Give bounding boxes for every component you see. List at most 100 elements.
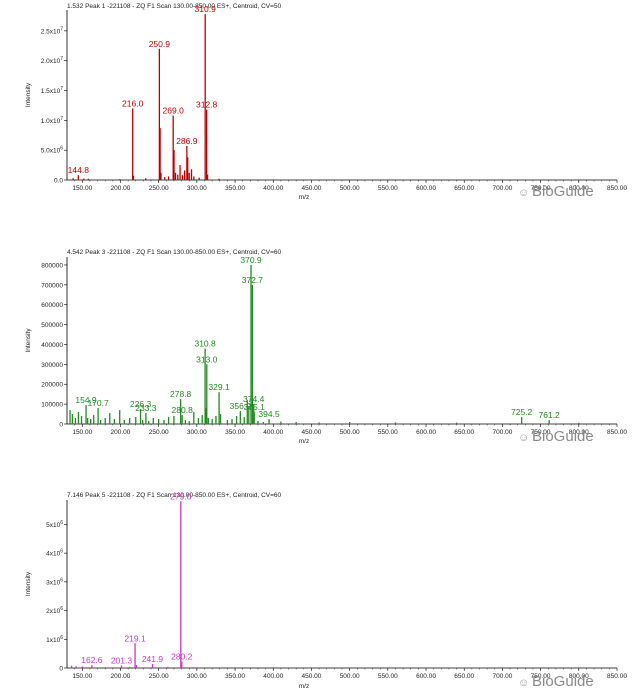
spectrum-panel-1: 1.532 Peak 1 -221108 - ZQ F1 Scan 130.00…: [25, 3, 627, 201]
peak-label: 269.0: [163, 106, 185, 116]
x-tick-label: 300.00: [187, 185, 207, 192]
watermark-text: BioGuide: [532, 673, 594, 690]
x-tick-label: 750.00: [531, 673, 551, 680]
panel-header: 7.146 Peak 5 -221108 - ZQ F1 Scan 130.00…: [67, 492, 282, 499]
y-tick-label: 0: [59, 422, 63, 429]
x-tick-label: 850.00: [607, 185, 627, 192]
x-tick-label: 550.00: [378, 673, 398, 680]
peak-label: 374.4: [243, 394, 265, 404]
x-tick-label: 650.00: [454, 673, 474, 680]
wechat-bubble-icon: ☺: [518, 187, 529, 199]
x-tick-label: 500.00: [340, 429, 360, 436]
y-tick-label: 0: [59, 666, 63, 673]
y-tick-label: 2x106: [46, 606, 63, 615]
x-tick-label: 300.00: [187, 673, 207, 680]
peak-label: 310.9: [195, 4, 217, 14]
x-tick-label: 700.00: [492, 673, 512, 680]
x-tick-label: 350.00: [225, 673, 245, 680]
peak-label: 278.8: [170, 389, 192, 399]
x-tick-label: 600.00: [416, 673, 436, 680]
x-tick-label: 500.00: [340, 673, 360, 680]
peak-label: 329.1: [208, 382, 230, 392]
y-tick-label: 2.0x107: [41, 56, 64, 65]
wechat-bubble-icon: ☺: [518, 677, 529, 689]
x-tick-label: 300.00: [187, 429, 207, 436]
x-tick-label: 200.00: [111, 185, 131, 192]
x-tick-label: 400.00: [263, 429, 283, 436]
x-tick-label: 200.00: [111, 673, 131, 680]
peak-label: 761.2: [539, 410, 561, 420]
x-tick-label: 150.00: [72, 429, 92, 436]
y-tick-label: 1x106: [46, 635, 63, 644]
peak-label: 219.1: [124, 633, 146, 643]
peak-label: 725.2: [511, 407, 533, 417]
peak-label: 144.8: [68, 165, 90, 175]
peak-label: 279.0: [170, 491, 192, 501]
spectrum-panel-2: 4.542 Peak 3 -221108 - ZQ F1 Scan 130.00…: [25, 249, 627, 445]
x-tick-label: 800.00: [569, 429, 589, 436]
x-tick-label: 850.00: [607, 673, 627, 680]
y-tick-label: 1.5x107: [41, 86, 64, 95]
y-axis-label: Intensity: [25, 328, 32, 353]
peak-label: 201.3: [111, 655, 133, 665]
x-tick-label: 150.00: [72, 673, 92, 680]
x-tick-label: 750.00: [531, 429, 551, 436]
peak-label: 313.0: [196, 354, 218, 364]
x-tick-label: 350.00: [225, 429, 245, 436]
y-tick-label: 2.5x107: [41, 26, 64, 35]
watermark: ☺ BioGuide: [518, 183, 594, 200]
peak-label: 233.3: [135, 403, 157, 413]
peak-label: 286.9: [176, 136, 198, 146]
peak-label: 310.8: [194, 338, 216, 348]
x-axis-label: m/z: [299, 194, 309, 201]
watermark-text: BioGuide: [532, 428, 594, 445]
y-tick-label: 5x106: [46, 520, 63, 529]
x-tick-label: 550.00: [378, 429, 398, 436]
peak-label: 375.1: [244, 402, 266, 412]
y-tick-label: 300000: [41, 362, 63, 369]
x-tick-label: 700.00: [492, 429, 512, 436]
wechat-bubble-icon: ☺: [518, 432, 529, 444]
watermark-text: BioGuide: [532, 183, 594, 200]
watermark: ☺ BioGuide: [518, 428, 594, 445]
watermark: ☺ BioGuide: [518, 673, 594, 690]
x-tick-label: 450.00: [301, 673, 321, 680]
peak-label: 372.7: [242, 275, 264, 285]
x-tick-label: 750.00: [531, 185, 551, 192]
y-tick-label: 100000: [41, 402, 63, 409]
peak-label: 241.9: [142, 654, 164, 664]
y-tick-label: 400000: [41, 342, 63, 349]
y-tick-label: 1.0x107: [41, 116, 64, 125]
y-tick-label: 0.0: [54, 178, 63, 185]
peak-label: 356.9: [230, 401, 252, 411]
y-tick-label: 4x106: [46, 549, 63, 558]
peak-label: 280.2: [171, 651, 193, 661]
x-tick-label: 450.00: [301, 185, 321, 192]
x-tick-label: 700.00: [492, 185, 512, 192]
x-tick-label: 200.00: [111, 429, 131, 436]
y-tick-label: 800000: [41, 262, 63, 269]
y-tick-label: 200000: [41, 382, 63, 389]
y-axis-label: Intensity: [25, 571, 32, 596]
x-axis-label: m/z: [299, 683, 309, 690]
x-tick-label: 150.00: [72, 185, 92, 192]
peak-label: 216.0: [122, 98, 144, 108]
x-tick-label: 650.00: [454, 429, 474, 436]
y-tick-label: 3x106: [46, 577, 63, 586]
x-axis-label: m/z: [299, 438, 309, 445]
y-tick-label: 700000: [41, 282, 63, 289]
panel-header: 1.532 Peak 1 -221108 - ZQ F1 Scan 130.00…: [67, 3, 282, 10]
peak-label: 226.3: [130, 399, 152, 409]
peak-label: 312.8: [196, 100, 218, 110]
panel-header: 4.542 Peak 3 -221108 - ZQ F1 Scan 130.00…: [67, 249, 282, 256]
x-tick-label: 400.00: [263, 185, 283, 192]
peak-label: 394.5: [258, 409, 280, 419]
x-tick-label: 500.00: [340, 185, 360, 192]
peak-label: 154.9: [75, 395, 97, 405]
x-tick-label: 250.00: [149, 185, 169, 192]
y-tick-label: 600000: [41, 302, 63, 309]
peak-label: 170.7: [87, 398, 109, 408]
x-tick-label: 850.00: [607, 429, 627, 436]
peak-label: 280.8: [172, 405, 194, 415]
